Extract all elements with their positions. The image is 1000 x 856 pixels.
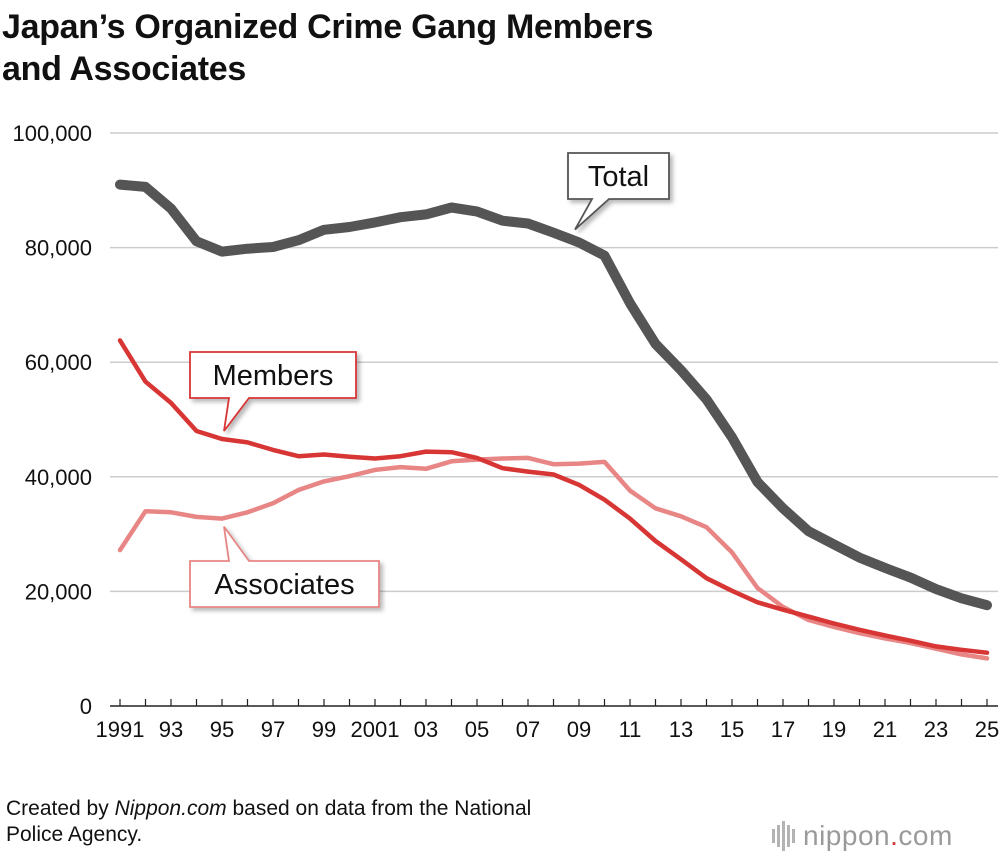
series-line-associates: [117, 455, 990, 661]
source-note: Created by Nippon.com based on data from…: [6, 796, 531, 848]
callout-associates: Associates: [189, 526, 380, 608]
chart-title-line-1: Japan’s Organized Crime Gang Members: [2, 8, 654, 46]
y-tick-label: 100,000: [12, 121, 92, 146]
source-note-line-2: Police Agency.: [6, 823, 143, 846]
chart-title-line-2: and Associates: [2, 50, 246, 88]
y-tick-label: 40,000: [25, 465, 92, 490]
x-tick-label: 07: [516, 717, 540, 742]
x-tick-label: 03: [414, 717, 438, 742]
logo-wordmark: nippon.com: [803, 820, 953, 851]
series-callouts: Total Members Associates: [189, 152, 670, 608]
x-tick-label: 25: [975, 717, 999, 742]
callout-total: Total: [567, 152, 670, 231]
series-lines: [115, 179, 992, 661]
callout-members: Members: [189, 351, 357, 432]
x-tick-label: 09: [567, 717, 591, 742]
logo-bars-icon: [772, 821, 795, 851]
y-tick-label: 0: [80, 694, 92, 719]
source-prefix: Created by: [6, 797, 115, 820]
chart-title: Japan’s Organized Crime Gang Members and…: [2, 6, 902, 90]
y-axis: 0 20,000 40,000 60,000 80,000 100,000: [12, 121, 92, 719]
source-name: Nippon.com: [114, 797, 227, 820]
callout-total-label: Total: [588, 161, 649, 193]
series-line-total: [115, 179, 992, 611]
y-tick-label: 20,000: [25, 579, 92, 604]
source-suffix: based on data from the National: [226, 797, 532, 820]
x-tick-label: 93: [159, 717, 183, 742]
callout-associates-label: Associates: [214, 569, 354, 601]
x-tick-label: 17: [771, 717, 795, 742]
y-tick-label: 60,000: [25, 350, 92, 375]
x-tick-label: 13: [669, 717, 693, 742]
line-chart: 0 20,000 40,000 60,000 80,000 100,000 1991 93 9…: [12, 121, 999, 742]
callout-associates-box: [189, 526, 380, 608]
source-note-line-1: Created by Nippon.com based on data from…: [6, 796, 531, 822]
x-tick-label: 97: [261, 717, 285, 742]
x-tick-label: 19: [822, 717, 846, 742]
x-tick-label: 2001: [351, 717, 400, 742]
x-tick-label: 15: [720, 717, 744, 742]
x-tick-label: 95: [210, 717, 234, 742]
x-tick-label: 99: [312, 717, 336, 742]
x-tick-label: 11: [619, 717, 642, 742]
series-line-members: [117, 338, 990, 655]
nippon-logo: nippon.com: [772, 820, 953, 852]
callout-total-box: [567, 152, 670, 231]
y-tick-label: 80,000: [25, 236, 92, 261]
x-tick-label: 1991: [96, 717, 145, 742]
x-tick-label: 05: [465, 717, 489, 742]
x-tick-label: 21: [873, 717, 897, 742]
x-axis: 1991 93 95 97 99 2001 03 05 07 09 11 13 15 17 19 21 23 25: [96, 699, 999, 742]
x-tick-label: 23: [924, 717, 948, 742]
callout-members-label: Members: [213, 360, 334, 392]
callout-members-box: [189, 351, 357, 432]
